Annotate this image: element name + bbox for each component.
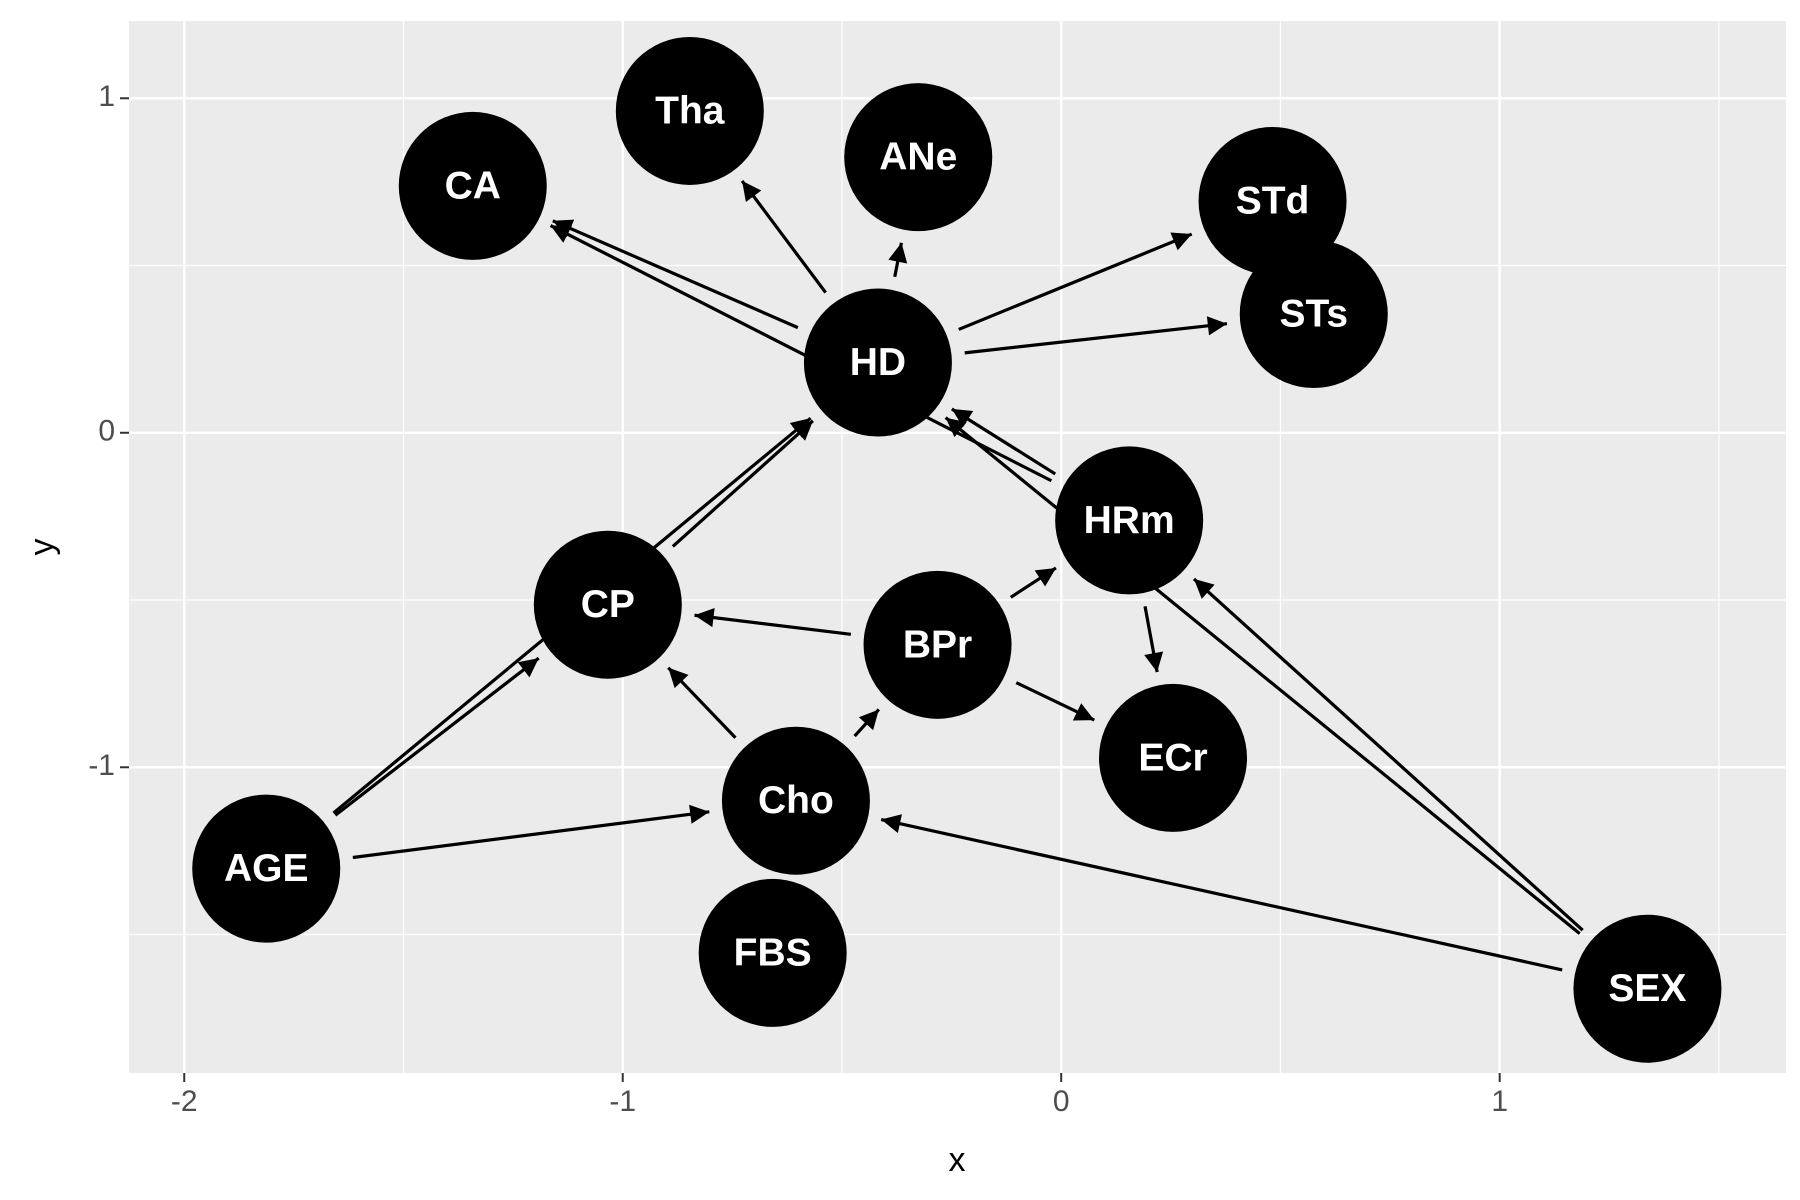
- node-label: CP: [581, 583, 635, 626]
- node: [803, 288, 952, 437]
- edge: [549, 224, 1053, 483]
- node-label: HRm: [1084, 499, 1175, 542]
- node-label: FBS: [734, 931, 812, 974]
- edge: [1192, 577, 1584, 932]
- node: [615, 36, 764, 185]
- edge: [1143, 605, 1164, 673]
- edge: [352, 804, 710, 860]
- node: [844, 83, 993, 232]
- y-tick-label: 1: [98, 80, 115, 113]
- node-label: AGE: [224, 847, 309, 890]
- x-tick-label: 1: [1491, 1085, 1508, 1118]
- y-tick-label: -1: [88, 749, 115, 782]
- x-axis-title: x: [949, 1141, 966, 1179]
- edge: [334, 656, 540, 817]
- node-label: BPr: [903, 623, 972, 666]
- node-label: CA: [445, 164, 501, 207]
- edge: [740, 179, 827, 294]
- edge: [1015, 681, 1095, 722]
- x-tick-label: -1: [609, 1085, 636, 1118]
- edge: [950, 407, 1057, 476]
- edge: [888, 242, 908, 278]
- node: [863, 570, 1012, 719]
- edge: [880, 814, 1563, 972]
- y-axis-title: y: [23, 539, 61, 556]
- edge: [694, 608, 852, 636]
- edge: [944, 416, 1581, 935]
- edge: [667, 666, 737, 739]
- node: [1198, 126, 1347, 275]
- node: [192, 794, 341, 943]
- node-label: HD: [850, 341, 906, 384]
- node-label: STd: [1236, 179, 1310, 222]
- node-label: STs: [1279, 293, 1348, 336]
- node-label: SEX: [1608, 967, 1686, 1010]
- node-label: Cho: [758, 779, 834, 822]
- edge: [964, 316, 1228, 355]
- edge: [671, 419, 814, 548]
- edge: [1009, 566, 1057, 599]
- edge: [853, 708, 881, 738]
- node: [698, 878, 847, 1027]
- node: [1099, 683, 1248, 832]
- node: [1573, 914, 1722, 1063]
- node: [1239, 240, 1388, 389]
- node-label: ANe: [879, 136, 957, 179]
- node: [533, 530, 682, 679]
- node-label: Tha: [655, 89, 725, 132]
- edge: [552, 219, 799, 330]
- node-label: ECr: [1138, 736, 1207, 779]
- edge: [958, 232, 1193, 331]
- node: [1055, 446, 1204, 595]
- node: [398, 111, 547, 260]
- x-tick-label: -2: [171, 1085, 198, 1118]
- x-tick-label: 0: [1053, 1085, 1070, 1118]
- y-tick-label: 0: [98, 415, 115, 448]
- node: [721, 726, 870, 875]
